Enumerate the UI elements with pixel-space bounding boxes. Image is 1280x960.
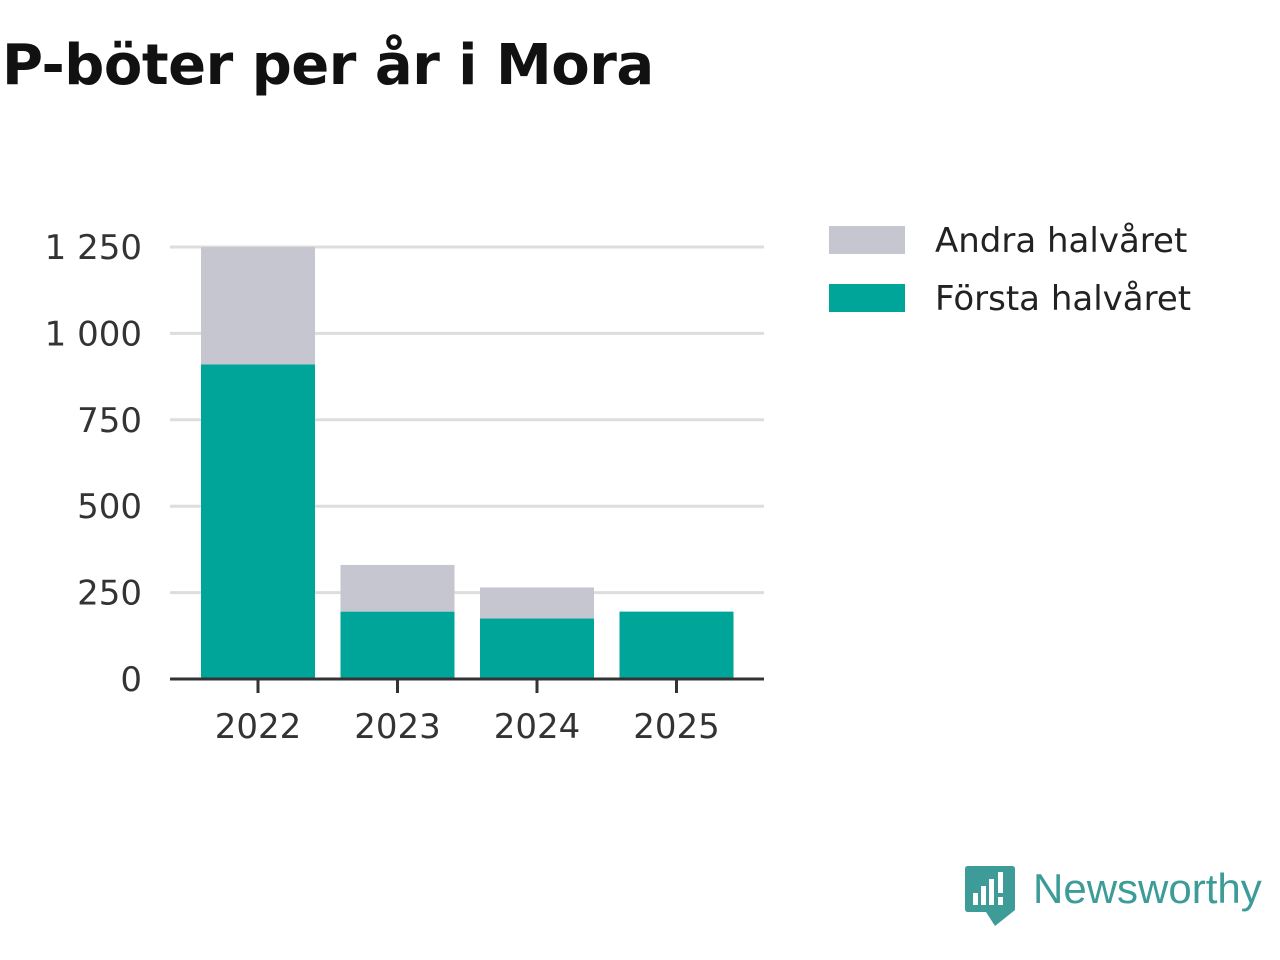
x-tick-label: 2025 [633, 707, 720, 747]
bar-2022-andra-halvaret [201, 247, 315, 365]
y-tick-label: 0 [120, 660, 142, 700]
newsworthy-logo-icon [965, 866, 1015, 926]
chart-title: P-böter per år i Mora [2, 33, 654, 98]
bar-2025-forsta-halvaret [619, 611, 734, 679]
y-tick-label: 250 [77, 574, 142, 614]
axes: 0 250 500 750 1 000 1 250 2022 2023 2024 2025 [45, 228, 764, 747]
x-tick-label: 2024 [494, 707, 581, 747]
legend-label: Första halvåret [935, 279, 1191, 319]
bar-2022-forsta-halvaret [201, 364, 315, 679]
bars [201, 247, 734, 679]
y-tick-label: 750 [77, 401, 142, 441]
bar-2024-forsta-halvaret [480, 618, 594, 679]
y-tick-label: 500 [77, 487, 142, 527]
legend-swatch [829, 284, 905, 312]
y-tick-label: 1 000 [45, 314, 142, 354]
bar-2023-andra-halvaret [340, 564, 455, 612]
x-tick-label: 2023 [354, 707, 441, 747]
legend-label: Andra halvåret [935, 221, 1187, 261]
y-tick-label: 1 250 [45, 228, 142, 268]
legend: Andra halvåret Första halvåret [829, 221, 1191, 319]
legend-swatch [829, 226, 905, 254]
bar-2023-forsta-halvaret [340, 611, 455, 679]
x-tick-label: 2022 [215, 707, 302, 747]
brand-name: Newsworthy [1033, 865, 1262, 912]
brand-logo: Newsworthy [965, 865, 1262, 926]
bar-2024-andra-halvaret [480, 587, 594, 619]
